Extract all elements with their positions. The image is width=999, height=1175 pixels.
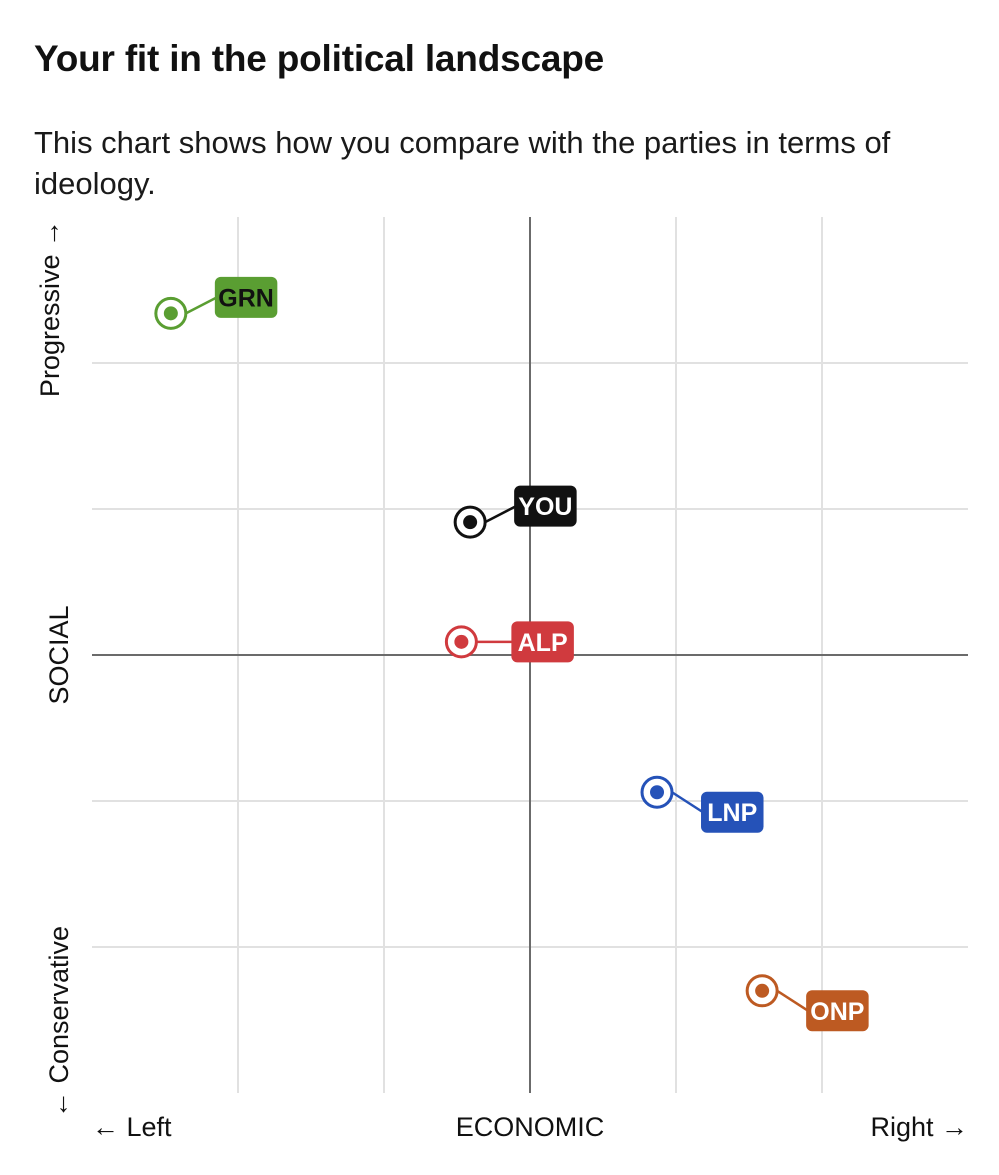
x-axis-title: ECONOMIC bbox=[456, 1112, 605, 1142]
chart-title: Your fit in the political landscape bbox=[34, 38, 605, 79]
point-label-box bbox=[806, 990, 869, 1032]
x-axis-right-label: Right → bbox=[870, 1112, 968, 1142]
point-label-lnp: LNP bbox=[707, 799, 757, 827]
point-label-box bbox=[701, 791, 764, 833]
label-connector bbox=[484, 505, 517, 524]
point-dot bbox=[755, 983, 770, 998]
x-axis-left-label: ← Left bbox=[92, 1112, 172, 1142]
label-connector bbox=[185, 296, 218, 315]
point-label-you: YOU bbox=[518, 493, 572, 521]
point-label-box bbox=[214, 276, 278, 318]
y-axis-conservative-label: ← Conservative bbox=[44, 926, 74, 1118]
point-onp: ONP bbox=[745, 974, 869, 1032]
point-you: YOU bbox=[453, 485, 577, 539]
chart-subtitle: This chart shows how you compare with th… bbox=[34, 125, 891, 201]
point-label-grn: GRN bbox=[218, 284, 274, 312]
point-label-box bbox=[511, 621, 574, 663]
point-label-onp: ONP bbox=[810, 998, 864, 1026]
point-grn: GRN bbox=[154, 276, 278, 330]
point-label-alp: ALP bbox=[518, 629, 568, 657]
point-label-box bbox=[514, 485, 577, 527]
label-connector bbox=[776, 989, 809, 1012]
point-dot bbox=[650, 785, 665, 800]
point-dot bbox=[163, 306, 178, 321]
point-dot bbox=[454, 634, 469, 649]
y-axis-title: SOCIAL bbox=[44, 605, 74, 704]
point-alp: ALP bbox=[444, 621, 574, 663]
data-points: GRN YOU ALP LNP ONP bbox=[154, 276, 869, 1032]
point-dot bbox=[463, 515, 478, 530]
y-axis-progressive-label: Progressive → bbox=[35, 220, 65, 397]
point-lnp: LNP bbox=[640, 775, 764, 833]
label-connector bbox=[671, 791, 704, 814]
